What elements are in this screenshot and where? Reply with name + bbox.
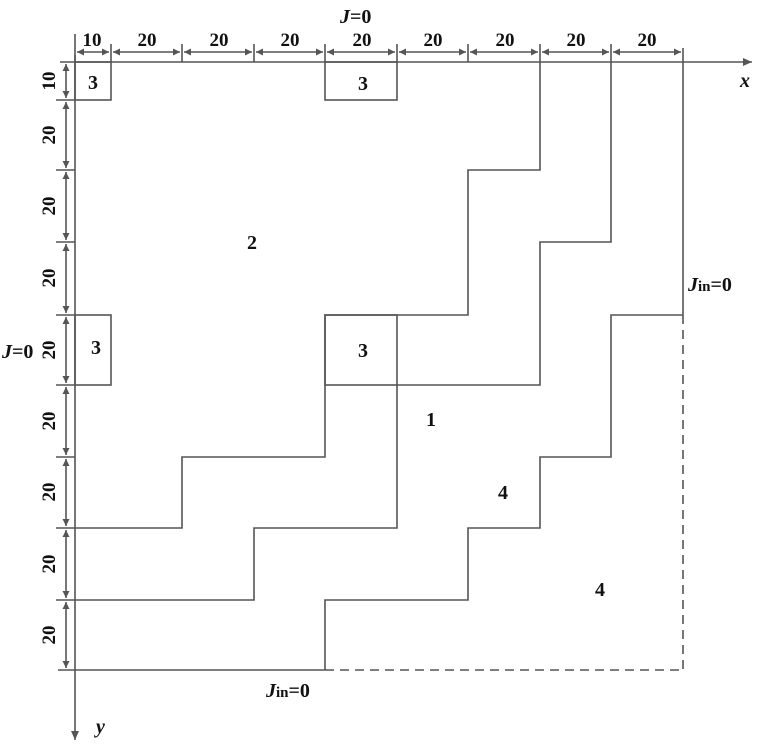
region3-box-top-middle [324, 61, 398, 101]
left-dim-label-8: 20 [39, 555, 60, 574]
left-dim-label-9: 20 [39, 626, 60, 645]
left-dim-label-5: 20 [39, 341, 60, 360]
y-axis-label: y [94, 716, 105, 738]
top-boundary-condition: J=0 [339, 6, 371, 28]
staircase-region4-inner [324, 314, 683, 670]
region3-box-center [324, 314, 398, 386]
bottom-boundary-condition: Jin=0 [265, 680, 310, 702]
top-dim-label-3: 20 [210, 30, 229, 51]
region-label-3-left: 3 [91, 337, 101, 359]
region-label-3-top-left: 3 [88, 72, 98, 94]
region3-box-left [74, 314, 112, 386]
left-dim-label-3: 20 [39, 197, 60, 216]
x-axis-label: x [739, 70, 750, 92]
region-label-3-top-middle: 3 [358, 73, 368, 95]
region3-box-top-left [74, 61, 112, 101]
region-label-1: 1 [426, 409, 436, 431]
top-dim-label-5: 20 [353, 30, 372, 51]
region-label-4-lower: 4 [595, 579, 605, 601]
top-dim-label-4: 20 [281, 30, 300, 51]
staircase-region1-region4 [75, 62, 612, 601]
top-dim-label-9: 20 [638, 30, 657, 51]
left-dim-label-4: 20 [39, 269, 60, 288]
top-dim-label-2: 20 [138, 30, 157, 51]
region-label-2: 2 [247, 232, 257, 254]
staircase-region2-region1 [75, 62, 541, 529]
top-dim-label-8: 20 [567, 30, 586, 51]
top-dim-label-6: 20 [424, 30, 443, 51]
left-dim-label-6: 20 [39, 412, 60, 431]
top-dimension-ticks [74, 34, 612, 62]
left-boundary-condition: J=0 [1, 341, 33, 363]
region-label-3-center: 3 [358, 340, 368, 362]
left-dim-label-2: 20 [39, 126, 60, 145]
top-dim-label-1: 10 [83, 30, 102, 51]
left-dim-label-1: 10 [39, 72, 60, 91]
left-dimension-ticks [56, 99, 75, 601]
region-label-4-upper: 4 [498, 482, 508, 504]
left-dim-label-7: 20 [39, 483, 60, 502]
right-boundary-condition: Jin=0 [687, 274, 732, 296]
top-dim-label-7: 20 [496, 30, 515, 51]
